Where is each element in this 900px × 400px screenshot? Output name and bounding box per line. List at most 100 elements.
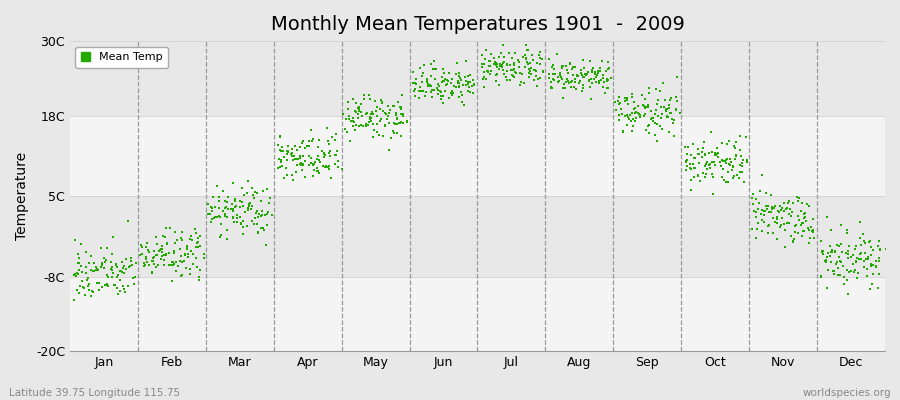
Point: [749, 235, 763, 242]
Point: [393, 106, 408, 112]
Point: [321, 141, 336, 147]
Point: [234, 220, 248, 226]
Point: [273, 164, 287, 170]
Point: [764, 192, 778, 198]
Point: [725, 166, 740, 173]
Point: [595, 58, 609, 64]
Point: [274, 148, 289, 154]
Point: [254, 212, 268, 219]
Point: [628, 109, 643, 116]
Point: [757, 207, 771, 214]
Point: [181, 250, 195, 257]
Point: [396, 119, 410, 126]
Point: [698, 174, 712, 180]
Point: [378, 111, 392, 118]
Point: [830, 259, 844, 265]
Point: [386, 130, 400, 136]
Point: [179, 246, 194, 252]
Point: [171, 263, 185, 269]
Point: [733, 169, 747, 175]
Point: [717, 177, 732, 184]
Point: [519, 58, 534, 65]
Point: [112, 276, 127, 283]
Point: [745, 191, 760, 197]
Point: [320, 125, 334, 132]
Point: [74, 240, 88, 247]
Point: [191, 243, 205, 250]
Point: [96, 265, 111, 271]
Point: [167, 250, 182, 256]
Point: [428, 76, 443, 82]
Point: [477, 69, 491, 76]
Point: [212, 205, 226, 211]
Point: [868, 258, 883, 264]
Point: [119, 266, 133, 272]
Point: [385, 102, 400, 109]
Point: [452, 94, 466, 100]
Point: [315, 147, 329, 154]
Point: [843, 268, 858, 274]
Point: [698, 163, 712, 169]
Point: [861, 254, 876, 260]
Point: [226, 214, 240, 221]
Point: [411, 94, 426, 101]
Point: [174, 235, 188, 242]
Point: [280, 151, 294, 158]
Point: [589, 68, 603, 75]
Point: [814, 248, 829, 254]
Point: [666, 119, 680, 126]
Point: [218, 198, 232, 204]
Point: [508, 50, 523, 56]
Point: [313, 158, 328, 165]
Point: [857, 258, 871, 264]
Point: [553, 70, 567, 76]
Point: [826, 268, 841, 274]
Point: [146, 254, 160, 261]
Point: [139, 244, 153, 250]
Point: [436, 100, 450, 106]
Point: [722, 161, 736, 168]
Point: [798, 218, 813, 224]
Point: [166, 278, 180, 284]
Point: [829, 261, 843, 267]
Point: [286, 156, 301, 163]
Point: [364, 110, 378, 117]
Point: [203, 204, 218, 210]
Point: [482, 63, 496, 69]
Point: [98, 259, 112, 266]
Point: [664, 95, 679, 102]
Point: [396, 113, 410, 119]
Point: [519, 54, 534, 61]
Point: [570, 86, 584, 92]
Point: [627, 98, 642, 105]
Point: [436, 70, 451, 76]
Point: [307, 167, 321, 174]
Point: [352, 123, 366, 129]
Point: [747, 208, 761, 214]
Point: [533, 60, 547, 67]
Point: [152, 247, 166, 253]
Point: [318, 164, 332, 170]
Point: [122, 264, 136, 270]
Point: [183, 271, 197, 277]
Point: [824, 248, 839, 255]
Point: [563, 60, 578, 66]
Point: [389, 112, 403, 118]
Point: [585, 80, 599, 86]
Point: [620, 94, 634, 101]
Point: [762, 209, 777, 215]
Point: [834, 241, 849, 247]
Point: [160, 241, 175, 248]
Point: [778, 226, 792, 233]
Point: [444, 80, 458, 86]
Point: [775, 205, 789, 212]
Point: [511, 59, 526, 66]
Point: [628, 104, 643, 111]
Point: [416, 70, 430, 76]
Point: [421, 81, 436, 87]
Point: [347, 108, 362, 115]
Point: [758, 208, 772, 214]
Point: [487, 55, 501, 61]
Point: [226, 208, 240, 214]
Point: [784, 233, 798, 240]
